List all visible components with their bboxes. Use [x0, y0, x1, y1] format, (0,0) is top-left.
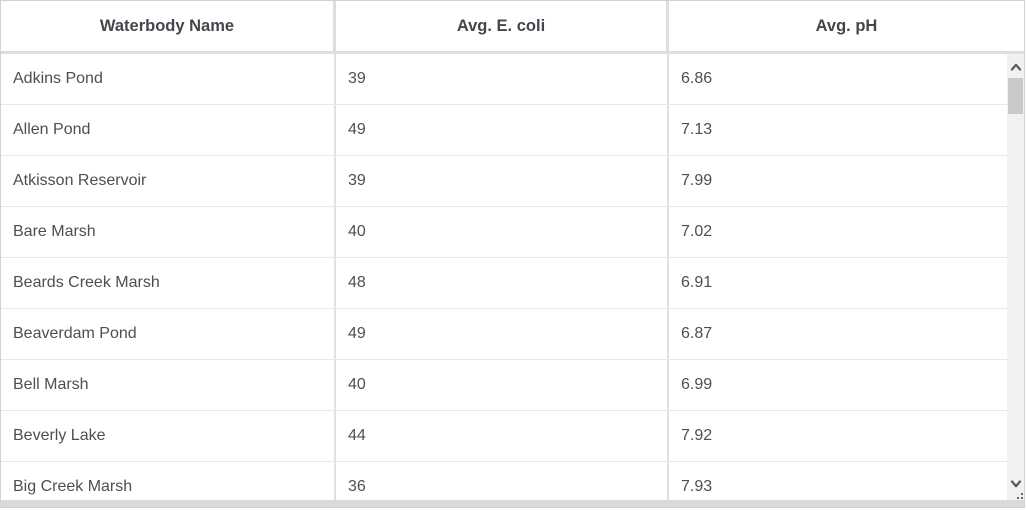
table-row[interactable]: Big Creek Marsh 36 7.93 — [1, 462, 1024, 502]
cell-avg-ecoli: 36 — [336, 462, 669, 502]
cell-avg-ecoli: 40 — [336, 360, 669, 410]
cell-avg-ecoli: 40 — [336, 207, 669, 257]
table-row[interactable]: Beaverdam Pond 49 6.87 — [1, 309, 1024, 360]
column-header-avg-ecoli[interactable]: Avg. E. coli — [336, 1, 669, 51]
cell-waterbody-name: Bare Marsh — [1, 207, 336, 257]
table-row[interactable]: Bare Marsh 40 7.02 — [1, 207, 1024, 258]
table-row[interactable]: Beards Creek Marsh 48 6.91 — [1, 258, 1024, 309]
table-body: Adkins Pond 39 6.86 Allen Pond 49 7.13 A… — [1, 54, 1024, 502]
cell-avg-ecoli: 44 — [336, 411, 669, 461]
cell-avg-ph: 7.93 — [681, 478, 713, 495]
cell-avg-ph: 7.02 — [681, 223, 713, 240]
horizontal-scrollbar-track[interactable] — [1, 500, 1024, 507]
cell-waterbody-name: Allen Pond — [1, 105, 336, 155]
cell-waterbody-name: Beaverdam Pond — [1, 309, 336, 359]
column-header-avg-ph[interactable]: Avg. pH — [815, 16, 878, 35]
table-row[interactable]: Atkisson Reservoir 39 7.99 — [1, 156, 1024, 207]
cell-waterbody-name: Beverly Lake — [1, 411, 336, 461]
table-header-row: Waterbody Name Avg. E. coli Avg. pH — [1, 1, 1024, 54]
cell-avg-ph: 7.13 — [681, 121, 713, 138]
cell-avg-ph: 6.99 — [681, 376, 713, 393]
table-rows-container: Adkins Pond 39 6.86 Allen Pond 49 7.13 A… — [1, 54, 1024, 502]
cell-waterbody-name: Atkisson Reservoir — [1, 156, 336, 206]
scrollbar-thumb[interactable] — [1008, 78, 1023, 114]
cell-avg-ph: 7.99 — [681, 172, 713, 189]
cell-avg-ph: 6.91 — [681, 274, 713, 291]
cell-avg-ph: 6.87 — [681, 325, 713, 342]
column-header-waterbody-name[interactable]: Waterbody Name — [1, 1, 336, 51]
resize-grip-icon — [1017, 493, 1023, 499]
cell-waterbody-name: Big Creek Marsh — [1, 462, 336, 502]
cell-waterbody-name: Bell Marsh — [1, 360, 336, 410]
chevron-up-icon[interactable] — [1007, 60, 1024, 74]
cell-avg-ecoli: 39 — [336, 156, 669, 206]
vertical-scrollbar-track[interactable] — [1007, 54, 1024, 500]
cell-avg-ph: 7.92 — [681, 427, 713, 444]
table-row[interactable]: Bell Marsh 40 6.99 — [1, 360, 1024, 411]
cell-avg-ecoli: 48 — [336, 258, 669, 308]
chevron-down-icon[interactable] — [1007, 477, 1024, 491]
cell-waterbody-name: Adkins Pond — [1, 54, 336, 104]
cell-avg-ecoli: 39 — [336, 54, 669, 104]
cell-avg-ph: 6.86 — [681, 70, 713, 87]
table-row[interactable]: Adkins Pond 39 6.86 — [1, 54, 1024, 105]
table-row[interactable]: Beverly Lake 44 7.92 — [1, 411, 1024, 462]
cell-waterbody-name: Beards Creek Marsh — [1, 258, 336, 308]
table-row[interactable]: Allen Pond 49 7.13 — [1, 105, 1024, 156]
cell-avg-ecoli: 49 — [336, 105, 669, 155]
cell-avg-ecoli: 49 — [336, 309, 669, 359]
